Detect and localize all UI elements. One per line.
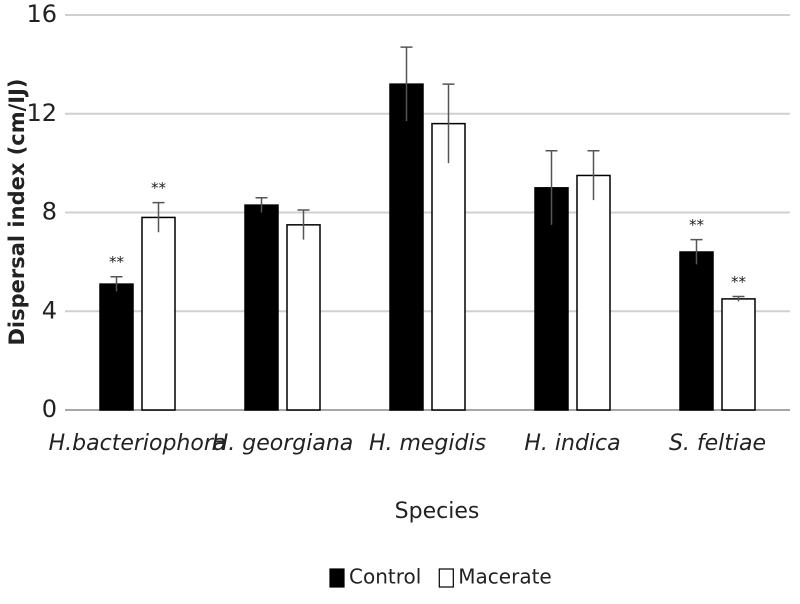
bar xyxy=(141,216,176,411)
error-bar xyxy=(110,275,123,292)
x-tick-label: H. indica xyxy=(524,431,620,456)
y-axis-label: Dispersal index (cm/IJ) xyxy=(5,78,29,345)
error-bar xyxy=(297,209,310,240)
legend-swatch xyxy=(329,568,345,588)
error-bar xyxy=(442,83,455,164)
error-bar xyxy=(587,150,600,201)
legend-label: Macerate xyxy=(458,565,551,589)
error-bar xyxy=(400,46,413,122)
bar xyxy=(721,298,756,411)
bar xyxy=(99,283,134,411)
y-tick-label: 4 xyxy=(42,296,57,324)
x-tick-label: S. feltiae xyxy=(669,431,766,456)
error-bar xyxy=(545,150,558,225)
error-bar xyxy=(255,196,268,213)
bar xyxy=(286,224,321,411)
significance-label: ** xyxy=(731,273,747,291)
significance-label: ** xyxy=(689,216,705,234)
bar xyxy=(679,251,714,411)
y-tick-label: 16 xyxy=(26,0,57,28)
x-tick-label: H. georgiana xyxy=(212,431,354,456)
bar xyxy=(389,83,424,411)
x-tick-label: H. megidis xyxy=(369,431,486,456)
significance-label: ** xyxy=(109,253,125,271)
y-tick-label: 0 xyxy=(42,395,57,423)
error-bar xyxy=(732,295,745,302)
legend-swatch xyxy=(438,568,454,588)
y-tick-label: 8 xyxy=(42,198,57,226)
bar xyxy=(244,204,279,411)
legend-label: Control xyxy=(349,565,421,589)
error-bar xyxy=(690,238,703,265)
error-bar xyxy=(152,201,165,233)
bar xyxy=(576,174,611,411)
x-tick-label: H.bacteriophora xyxy=(49,431,227,456)
bar xyxy=(431,122,466,411)
y-tick-label: 12 xyxy=(26,99,57,127)
x-axis-label: Species xyxy=(395,499,480,524)
significance-label: ** xyxy=(151,179,167,197)
